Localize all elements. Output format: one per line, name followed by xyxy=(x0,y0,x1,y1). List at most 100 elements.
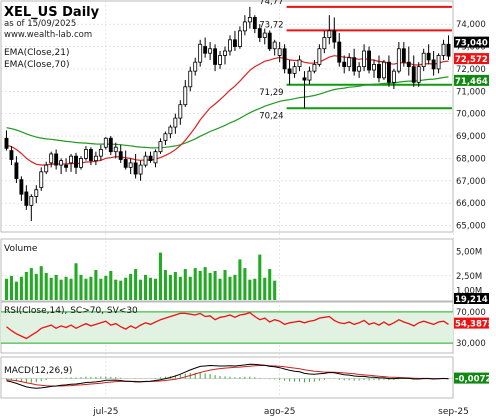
candle-body xyxy=(168,126,173,135)
price-tick-label: 68,000 xyxy=(456,154,486,164)
candle-body xyxy=(431,59,436,70)
candle-body xyxy=(14,162,19,179)
price-tick-label: 74,000 xyxy=(456,20,486,30)
volume-bar xyxy=(124,277,128,300)
candlesticks xyxy=(4,6,451,222)
chart-title: XEL_US Daily xyxy=(4,5,100,20)
volume-bar xyxy=(218,278,222,300)
candle-body xyxy=(247,17,252,23)
price-tick-label: 69,000 xyxy=(456,132,486,142)
candle-body xyxy=(183,86,188,106)
support-level-label: 71,29 xyxy=(259,88,283,98)
volume-bar xyxy=(243,268,247,300)
candle-body xyxy=(218,55,222,65)
candle-body xyxy=(242,21,247,32)
candle-body xyxy=(98,149,103,157)
macd-last-label: -0,0072 xyxy=(455,375,491,385)
volume-bar xyxy=(119,280,123,300)
y-axis-ticks: 65,000 66,000 67,000 68,000 69,000 70,000 71,0… xyxy=(456,20,486,349)
volume-bar xyxy=(84,278,88,300)
candle-body xyxy=(49,153,54,164)
candle-body xyxy=(406,61,411,68)
volume-bar xyxy=(79,274,83,300)
candle-body xyxy=(223,50,227,56)
candle-body xyxy=(372,64,376,71)
candle-body xyxy=(188,70,193,88)
rsi-last-label: 54,3875 xyxy=(455,320,494,330)
volume-bar xyxy=(139,279,143,300)
volume-bar xyxy=(188,276,192,300)
volume-bar xyxy=(193,268,197,300)
volume-bar xyxy=(24,271,28,300)
rsi-tick-label: 30,000 xyxy=(456,339,486,349)
volume-bar xyxy=(64,276,68,300)
macd-lines xyxy=(1,363,453,389)
candle-body xyxy=(74,155,78,168)
candle-body xyxy=(133,162,138,175)
candle-body xyxy=(312,64,317,72)
candle-body xyxy=(337,41,342,63)
candle-body xyxy=(262,32,267,38)
volume-panel xyxy=(0,238,454,302)
candle-body xyxy=(362,50,367,68)
candle-body xyxy=(39,171,44,188)
candle-body xyxy=(59,160,64,166)
volume-bar xyxy=(248,279,252,300)
price-tick-label: 66,000 xyxy=(456,199,486,209)
candle-body xyxy=(34,189,39,197)
candle-body xyxy=(292,66,297,74)
candle-body xyxy=(237,30,242,47)
ema21-last-label-bg xyxy=(454,53,489,65)
price-panel xyxy=(0,0,454,233)
candle-body xyxy=(143,155,148,166)
volume-bar xyxy=(14,281,18,300)
volume-bar xyxy=(238,259,242,300)
rsi-tick-label: 70,000 xyxy=(456,308,486,318)
candle-body xyxy=(267,32,272,50)
candle-body xyxy=(441,43,446,56)
candle-body xyxy=(426,52,431,61)
candle-body xyxy=(128,162,133,168)
candle-body xyxy=(342,61,347,68)
candle-body xyxy=(19,179,24,195)
rsi-line xyxy=(6,311,449,340)
candle-body xyxy=(103,137,108,148)
volume-bar xyxy=(273,280,277,300)
candle-body xyxy=(84,149,88,159)
volume-bar xyxy=(183,269,187,300)
candle-body xyxy=(233,39,237,47)
volume-bar xyxy=(104,275,108,300)
candle-body xyxy=(377,64,381,79)
volume-last-label: 19,214 xyxy=(455,295,488,305)
candle-body xyxy=(198,43,203,63)
x-axis-ticks: jul-25 ago-25 sep-25 xyxy=(92,407,469,417)
candle-body xyxy=(203,46,208,54)
volume-bar xyxy=(29,268,33,300)
candle-body xyxy=(24,191,29,206)
candle-body xyxy=(138,164,143,175)
candle-body xyxy=(193,61,198,72)
volume-bar xyxy=(19,276,23,300)
volume-bar xyxy=(168,274,172,300)
candle-body xyxy=(148,155,153,162)
price-tick-label: 72,000 xyxy=(456,65,486,75)
candle-body xyxy=(178,104,183,119)
price-tick-label: 70,000 xyxy=(456,110,486,120)
macd-legend: MACD(12,26,9) xyxy=(4,366,72,376)
volume-bar xyxy=(109,271,113,300)
resistance-level-label: 73,72 xyxy=(259,20,283,30)
ema70-last-label: 71,464 xyxy=(455,77,488,87)
candle-body xyxy=(163,133,168,141)
volume-bar xyxy=(213,271,217,300)
volume-bar xyxy=(99,278,103,300)
macd-signal-line xyxy=(6,365,449,387)
candle-body xyxy=(64,164,69,168)
candle-body xyxy=(277,48,282,56)
volume-bar xyxy=(69,278,73,300)
volume-last-label-bg xyxy=(454,293,489,304)
price-tick-label: 65,000 xyxy=(456,222,486,232)
candle-body xyxy=(252,17,257,30)
volume-bar xyxy=(144,274,148,300)
price-tick-label: 67,000 xyxy=(456,177,486,187)
volume-bar xyxy=(223,270,227,300)
